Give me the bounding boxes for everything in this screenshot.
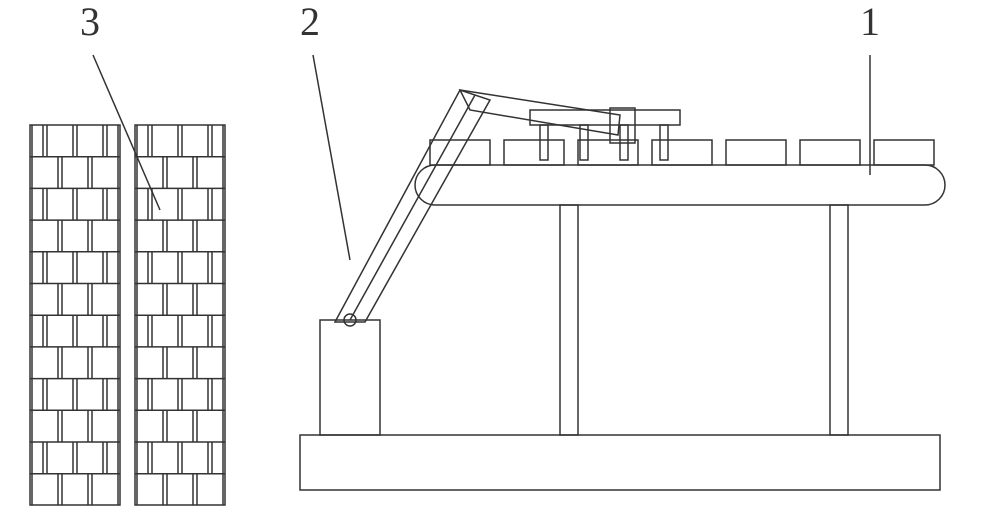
label-1: 1 <box>860 0 880 44</box>
leader-line <box>313 55 350 260</box>
base-plate <box>300 435 940 490</box>
label-2: 2 <box>300 0 320 44</box>
conveyor-box <box>652 140 712 165</box>
gripper-finger <box>540 125 548 160</box>
brick-wall <box>30 125 120 505</box>
robot-pedestal <box>320 320 380 435</box>
conveyor-box <box>874 140 934 165</box>
labels: 1 2 3 <box>80 0 880 260</box>
conveyor-box <box>800 140 860 165</box>
conveyor-belt <box>415 165 945 205</box>
brick-walls <box>30 125 225 505</box>
robot-arm <box>320 90 680 435</box>
conveyor-leg <box>830 205 848 435</box>
conveyor-box <box>504 140 564 165</box>
conveyor <box>415 140 945 435</box>
gripper-finger <box>660 125 668 160</box>
conveyor-leg <box>560 205 578 435</box>
label-3: 3 <box>80 0 100 44</box>
conveyor-box <box>726 140 786 165</box>
